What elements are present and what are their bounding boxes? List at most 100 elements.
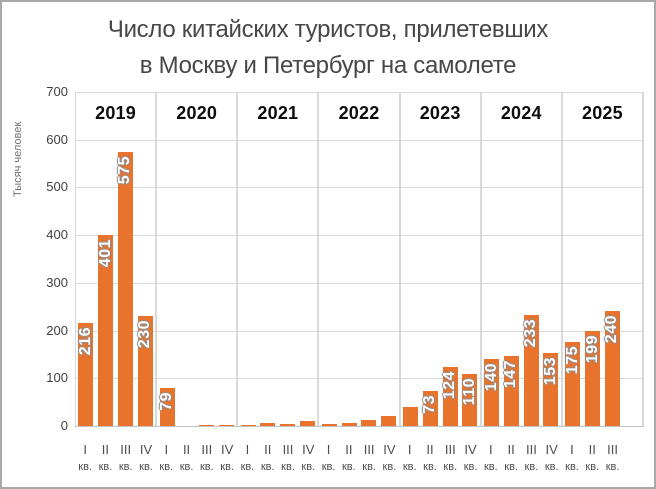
- bar: [199, 425, 215, 426]
- quarter-slot: [278, 92, 298, 426]
- bar: [381, 416, 397, 426]
- x-quarter-label: III кв.: [602, 442, 622, 474]
- y-tick-label: 600: [46, 131, 68, 147]
- quarter-numeral: II: [426, 442, 434, 457]
- year-group: 2021: [238, 92, 320, 426]
- x-quarter-label: IV кв.: [542, 442, 562, 474]
- quarter-suffix: кв.: [281, 461, 295, 473]
- quarter-slot: [298, 92, 318, 426]
- year-group: 2020 79: [157, 92, 239, 426]
- quarter-numeral: IV: [464, 442, 477, 457]
- year-label: 2021: [257, 103, 299, 123]
- x-quarter-label: [623, 442, 643, 474]
- quarter-suffix: кв.: [382, 461, 397, 473]
- quarter-numeral: II: [507, 442, 515, 457]
- gridline: [76, 92, 644, 93]
- x-quarter-label: IV кв.: [460, 442, 480, 474]
- bar-value-label: 575: [116, 156, 134, 185]
- bar: 79: [158, 388, 176, 426]
- quarter-numeral: I: [489, 442, 493, 457]
- bar: 240: [603, 311, 620, 426]
- x-quarter-label: II кв.: [95, 442, 115, 474]
- bar: 140: [482, 359, 500, 426]
- quarter-suffix: кв.: [240, 461, 255, 473]
- bar: 199: [584, 331, 601, 426]
- year-group: 2023 73 124 110: [401, 92, 482, 426]
- year-group: 2019 216 401 575 230: [76, 92, 158, 426]
- x-quarter-label: II кв.: [420, 442, 440, 474]
- year-label: 2025: [581, 103, 623, 123]
- quarter-suffix: кв.: [321, 461, 336, 473]
- y-tick-label: 200: [46, 322, 68, 338]
- bar: [240, 425, 256, 426]
- quarter-numeral: II: [182, 442, 191, 457]
- bar: 110: [460, 374, 478, 426]
- bar-value-label: 124: [441, 371, 459, 400]
- quarter-numeral: IV: [302, 442, 315, 457]
- bar-value-label: 230: [136, 320, 154, 349]
- bar: [361, 420, 377, 426]
- quarter-slot: [401, 92, 421, 426]
- bar: 175: [563, 342, 581, 426]
- quarter-slot: 575: [116, 92, 136, 426]
- quarter-numeral: IV: [383, 442, 396, 457]
- x-quarter-label: II кв.: [176, 442, 196, 474]
- quarter-numeral: III: [201, 442, 213, 457]
- chart-title-line-1: Число китайских туристов, прилетевших: [107, 16, 549, 43]
- quarter-numeral: III: [363, 442, 375, 457]
- quarter-slot: [258, 92, 278, 426]
- quarter-slot: 233: [521, 92, 541, 426]
- quarter-numeral: IV: [139, 442, 153, 457]
- bar-value-label: 79: [158, 392, 176, 411]
- bar-value-label: 175: [563, 346, 581, 375]
- gridline: [76, 378, 644, 380]
- quarter-numeral: II: [101, 442, 110, 457]
- y-tick-label: 400: [46, 227, 68, 243]
- quarter-suffix: кв.: [220, 461, 234, 473]
- x-quarter-label: II кв.: [339, 442, 359, 474]
- quarter-numeral: IV: [545, 442, 558, 457]
- bar: [218, 425, 234, 426]
- quarter-numeral: I: [326, 442, 331, 457]
- quarter-suffix: кв.: [78, 461, 92, 473]
- quarter-suffix: кв.: [585, 461, 600, 473]
- quarter-slot: 110: [460, 92, 480, 426]
- gridline: [76, 282, 644, 284]
- x-quarter-label: III кв.: [278, 442, 298, 474]
- plot-area: 2019 216 401 575 230 2020 79 2021 2022 2023 73 124 1…: [75, 92, 644, 427]
- bar-value-label: 110: [460, 378, 478, 406]
- quarter-slot: [197, 92, 217, 426]
- quarter-suffix: кв.: [139, 461, 153, 473]
- quarter-slot: 153: [541, 92, 561, 426]
- chart-title-line-2: в Москву и Петербург на самолете: [139, 52, 517, 79]
- quarter-slot: 240: [602, 92, 622, 426]
- bar: 153: [542, 353, 559, 426]
- quarter-numeral: I: [570, 442, 574, 457]
- bar-value-label: 140: [482, 363, 500, 392]
- x-quarter-label: III кв.: [521, 442, 541, 474]
- bar: [341, 423, 357, 426]
- bar: [260, 423, 276, 426]
- quarter-slot: 216: [76, 92, 96, 426]
- quarter-numeral: III: [525, 442, 537, 457]
- bar: 147: [502, 356, 519, 426]
- quarter-slot: [216, 92, 236, 426]
- quarter-numeral: I: [245, 442, 250, 457]
- quarter-suffix: кв.: [98, 461, 113, 473]
- quarter-slot: [319, 92, 339, 426]
- quarter-suffix: кв.: [423, 461, 437, 473]
- quarter-suffix: кв.: [443, 461, 458, 473]
- year-group: 2024 140 147 233 153: [482, 92, 563, 426]
- bar: 216: [77, 323, 94, 426]
- gridline: [76, 187, 644, 189]
- bar: 575: [116, 152, 134, 426]
- quarter-suffix: кв.: [159, 461, 174, 473]
